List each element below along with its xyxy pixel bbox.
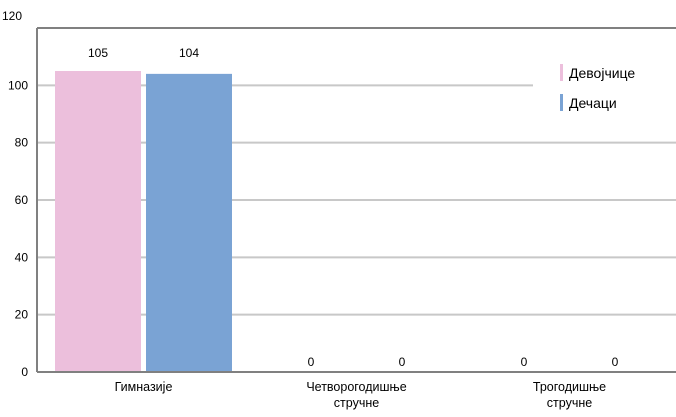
legend-swatch — [560, 64, 563, 81]
y-tick-label: 80 — [15, 136, 29, 150]
data-label: 0 — [521, 355, 528, 369]
y-tick-label: 0 — [21, 365, 28, 379]
category-label-line: Гимназије — [115, 380, 173, 394]
y-tick-labels: 0 20 40 60 80 100 120 — [2, 9, 28, 379]
y-tick-label: 120 — [2, 9, 22, 23]
y-tick-label: 20 — [15, 308, 29, 322]
legend-label: Девојчице — [569, 65, 635, 81]
y-tick-label: 40 — [15, 250, 29, 264]
legend-label: Дечаци — [569, 95, 617, 111]
data-label: 105 — [88, 46, 108, 60]
axes — [36, 27, 676, 373]
data-labels: 105 0 0 104 0 0 — [88, 46, 619, 369]
category-labels: Гимназије Четворогодишње стручнеТрогодишње… — [115, 380, 607, 410]
y-tick-label: 60 — [15, 193, 29, 207]
y-tick-label: 100 — [8, 78, 28, 92]
category-label-line: Четворогодишње — [306, 380, 406, 394]
category-label-line: Трогодишње — [533, 380, 606, 394]
category-label-line: стручне — [334, 396, 379, 410]
data-label: 0 — [612, 355, 619, 369]
category-label: Четворогодишње стручне — [306, 380, 406, 410]
category-label-line: стручне — [547, 396, 592, 410]
bars — [55, 71, 232, 372]
bar — [146, 73, 232, 372]
category-label: Трогодишње стручне — [533, 380, 606, 410]
legend: Девојчице Дечаци — [533, 62, 676, 124]
bar — [55, 71, 141, 372]
category-label: Гимназије — [115, 380, 173, 394]
data-label: 0 — [308, 355, 315, 369]
data-label: 104 — [179, 46, 199, 60]
legend-swatch — [560, 94, 563, 111]
legend-background — [533, 62, 676, 124]
data-label: 0 — [399, 355, 406, 369]
